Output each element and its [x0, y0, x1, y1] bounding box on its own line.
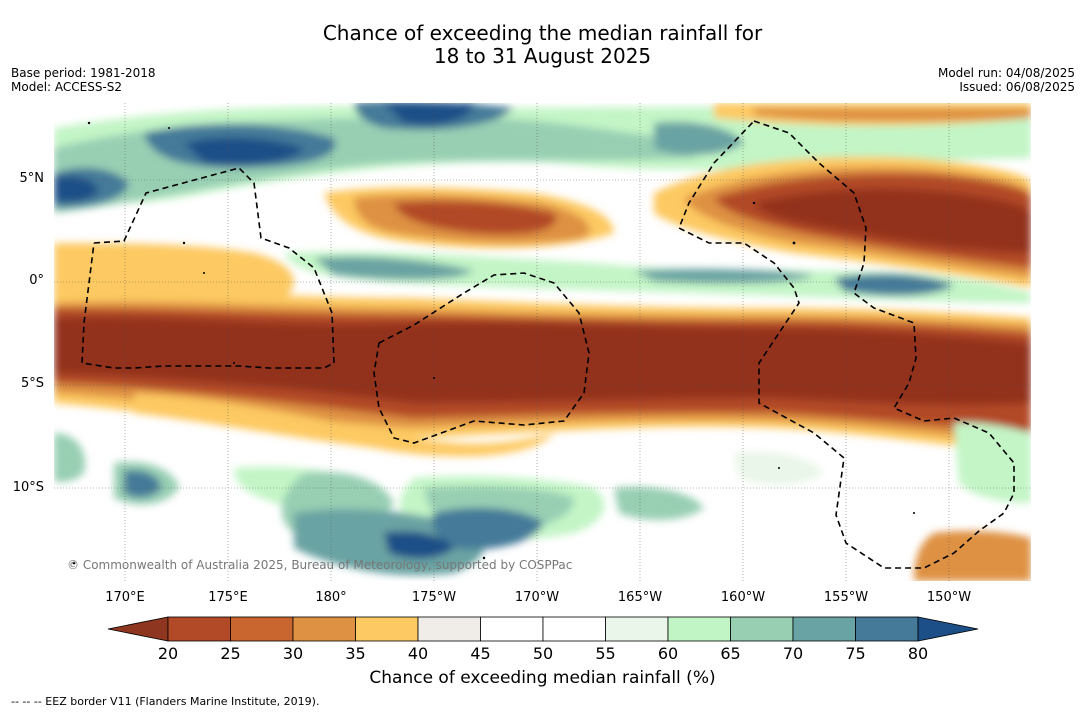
colorbar-segment	[730, 616, 794, 642]
lon-label-155w: 155°W	[823, 590, 869, 605]
copyright-credit: © Commonwealth of Australia 2025, Bureau…	[67, 558, 573, 572]
colorbar-tick-label: 70	[782, 644, 804, 663]
meta-left: Base period: 1981-2018 Model: ACCESS-S2	[11, 66, 156, 94]
lat-label-5s: 5°S	[20, 376, 44, 391]
lon-label-175w: 175°W	[411, 590, 457, 605]
colorbar-extend-high	[917, 616, 979, 642]
colorbar-label: Chance of exceeding median rainfall (%)	[369, 668, 716, 688]
colorbar	[107, 616, 979, 642]
colorbar-tick-label: 80	[907, 644, 929, 663]
colorbar-segment	[355, 616, 419, 642]
model-run: Model run: 04/08/2025	[937, 66, 1075, 80]
colorbar-tick-label: 25	[220, 644, 241, 663]
colorbar-segments	[107, 616, 979, 642]
colorbar-tick-label: 20	[157, 644, 179, 663]
eez-footnote: -- -- -- EEZ border V11 (Flanders Marine…	[11, 695, 320, 708]
colorbar-tick-label: 60	[657, 644, 679, 663]
map-canvas	[54, 103, 1031, 581]
colorbar-segment	[667, 616, 731, 642]
colorbar-tick-label: 30	[282, 644, 304, 663]
eez-borders	[81, 120, 1015, 569]
rainfall-field	[54, 103, 1031, 581]
colorbar-segment	[855, 616, 919, 642]
title-line-2: 18 to 31 August 2025	[433, 44, 652, 68]
colorbar-tick-label: 35	[345, 644, 366, 663]
map-title: Chance of exceeding the median rainfall …	[0, 22, 1085, 68]
lon-label-180: 180°	[315, 590, 347, 605]
issued-date: Issued: 06/08/2025	[959, 80, 1075, 94]
colorbar-tick-label: 65	[720, 644, 741, 663]
lon-label-160w: 160°W	[720, 590, 766, 605]
title-line-1: Chance of exceeding the median rainfall …	[322, 21, 763, 45]
base-period: Base period: 1981-2018	[11, 66, 156, 80]
lon-label-150w: 150°W	[926, 590, 972, 605]
lat-label-0: 0°	[29, 273, 44, 288]
meta-right: Model run: 04/08/2025 Issued: 06/08/2025	[938, 66, 1075, 94]
colorbar-segment	[167, 616, 231, 642]
colorbar-extend-low	[107, 616, 169, 642]
lon-label-175e: 175°E	[208, 590, 248, 605]
colorbar-tick-label: 45	[470, 644, 491, 663]
colorbar-tick-label: 50	[532, 644, 554, 663]
island-markers	[72, 121, 915, 565]
forecast-map	[54, 103, 1031, 581]
colorbar-segment	[230, 616, 294, 642]
model-name: Model: ACCESS-S2	[11, 80, 123, 94]
lon-label-170w: 170°W	[514, 590, 560, 605]
colorbar-segment	[417, 616, 481, 642]
colorbar-tick-label: 75	[845, 644, 866, 663]
colorbar-segment	[292, 616, 356, 642]
colorbar-tick-label: 40	[407, 644, 429, 663]
colorbar-segment	[542, 616, 606, 642]
lat-label-5n: 5°N	[19, 171, 45, 186]
lon-label-165w: 165°W	[617, 590, 663, 605]
colorbar-tick-label: 55	[595, 644, 616, 663]
colorbar-segment	[792, 616, 856, 642]
colorbar-segment	[605, 616, 669, 642]
map-gridlines	[54, 103, 1031, 581]
colorbar-segment	[480, 616, 544, 642]
lat-label-10s: 10°S	[12, 480, 44, 495]
lon-label-170e: 170°E	[105, 590, 145, 605]
